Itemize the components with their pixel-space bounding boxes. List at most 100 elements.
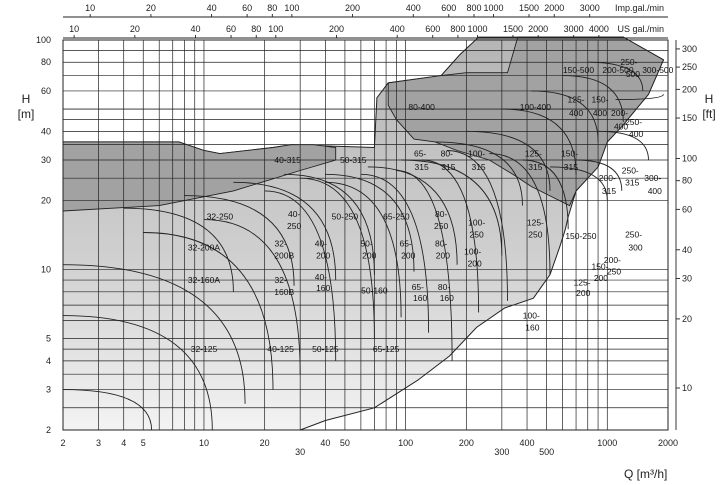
pump-curve <box>522 159 569 230</box>
imp-gal-tick-label: 3000 <box>580 3 600 13</box>
pump-zone-label: 65-125 <box>373 344 400 354</box>
x-tick-label: 5 <box>141 438 146 448</box>
pump-curve <box>435 141 523 206</box>
us-gal-tick-label: 400 <box>390 24 405 34</box>
x-tick-label: 20 <box>260 438 270 448</box>
pump-zone-label: 100- <box>468 218 485 228</box>
pump-zone-label: 65-250 <box>383 212 410 222</box>
x-tick-label: 3 <box>96 438 101 448</box>
pump-curve <box>325 181 402 318</box>
pump-zone-label: 250- <box>625 230 642 240</box>
pump-zone-label: 315 <box>415 162 429 172</box>
pump-zone-label: 300- <box>644 173 661 183</box>
imp-gal-tick-label: 40 <box>207 3 217 13</box>
x-tick-label: 10 <box>199 438 209 448</box>
plot-frame <box>62 39 669 431</box>
us-gal-tick-label: 600 <box>425 24 440 34</box>
pump-curve <box>549 166 608 201</box>
us-gal-tick-label: 1000 <box>467 24 487 34</box>
pump-zone-label: 200- <box>611 108 628 118</box>
ft-tick-label: 10 <box>682 383 692 393</box>
pump-curve <box>123 207 234 292</box>
us-gal-tick-label: 10 <box>69 24 79 34</box>
pump-zone-label: 150- <box>561 149 578 159</box>
pump-zone-label: 80- <box>435 238 447 248</box>
ft-tick-label: 100 <box>682 153 697 163</box>
imp-gal-tick-label: 10 <box>85 3 95 13</box>
us-gal-tick-label: 800 <box>450 24 465 34</box>
pump-zone-label: 500 <box>626 69 640 79</box>
pump-zone-label: 32-250 <box>207 212 234 222</box>
pump-zone-label: 250- <box>625 117 642 127</box>
pump-zone-label: 250- <box>620 57 637 67</box>
pump-zone-label: 200- <box>604 255 621 265</box>
pump-zone-label: 125- <box>574 277 591 287</box>
pump-zone-label: 400 <box>593 108 607 118</box>
pump-zone-label: 65- <box>399 238 411 248</box>
pump-zone-label: 200 <box>594 273 608 283</box>
pump-zone-label: 200- <box>599 173 616 183</box>
pump-zone-label: 32-200A <box>188 242 220 252</box>
pump-curve <box>203 219 301 375</box>
pump-curve <box>421 159 480 313</box>
pump-zone-label: 32-160A <box>188 275 220 285</box>
y-tick-label: 4 <box>46 356 51 366</box>
y-tick-label: 20 <box>41 195 51 205</box>
pump-curve <box>531 90 599 142</box>
imp-gal-tick-label: 20 <box>146 3 156 13</box>
pump-zone-label: 250 <box>470 230 484 240</box>
y-tick-label: 100 <box>36 35 51 45</box>
pump-zone-label: 160 <box>440 293 454 303</box>
pump-zone-label: 200 <box>468 259 482 269</box>
x-tick-label: 50 <box>340 438 350 448</box>
y-tick-label: 5 <box>46 334 51 344</box>
us-gal-tick-label: 40 <box>191 24 201 34</box>
pump-zone-label: 100-400 <box>520 102 551 112</box>
pump-zone-label: 200 <box>401 251 415 261</box>
us-gal-tick-label: 20 <box>130 24 140 34</box>
pump-zone-label: 315 <box>602 186 616 196</box>
pump-zone-label: 400 <box>629 129 643 139</box>
pump-zone-label: 100- <box>523 311 540 321</box>
pump-curve <box>62 264 246 404</box>
pump-zone-label: 250 <box>287 221 301 231</box>
pump-zone-label: 80- <box>438 282 450 292</box>
pump-zone-label: 315 <box>528 162 542 172</box>
imp-gal-tick-label: 2000 <box>544 3 564 13</box>
pump-zone-label: 400 <box>648 186 662 196</box>
pump-curve <box>284 173 375 275</box>
pump-zone-label: 100- <box>464 246 481 256</box>
pump-zone-label: 32- <box>274 238 286 248</box>
pump-curve <box>562 75 624 122</box>
x-tick-label: 100 <box>398 438 413 448</box>
x-tick-label: 4 <box>121 438 126 448</box>
pump-curve <box>396 170 453 361</box>
y-tick-label: 2 <box>46 425 51 435</box>
grid <box>62 39 669 431</box>
x-tick-label: 2000 <box>658 438 678 448</box>
top-axis-2-label: US gal./min <box>617 24 664 34</box>
pump-zone-label: 125- <box>527 218 544 228</box>
pump-zone-label: 100- <box>468 149 485 159</box>
pump-zone-label: 150- <box>591 262 608 272</box>
y-axis-label-left: H [m] <box>15 92 37 122</box>
imp-gal-tick-label: 600 <box>441 3 456 13</box>
y-tick-label: 10 <box>41 265 51 275</box>
pump-zone-label: 400 <box>569 108 583 118</box>
pump-curve <box>300 177 375 339</box>
imp-gal-tick-label: 1500 <box>519 3 539 13</box>
pump-zone-label: 300 <box>628 242 642 252</box>
us-gal-tick-label: 4000 <box>589 24 609 34</box>
pump-zone-label: 300-500 <box>642 65 673 75</box>
pump-curve <box>446 150 508 301</box>
pump-zone-label: 50-315 <box>340 155 367 165</box>
pump-zone-label: 160 <box>525 322 539 332</box>
ft-tick-label: 60 <box>682 204 692 214</box>
ft-tick-label: 250 <box>682 62 697 72</box>
pump-curve <box>489 153 551 275</box>
pump-zone-label: 315 <box>441 162 455 172</box>
imp-gal-tick-label: 80 <box>267 3 277 13</box>
pump-zone-label: 125- <box>568 95 585 105</box>
dark-zone-top-band <box>387 36 665 207</box>
